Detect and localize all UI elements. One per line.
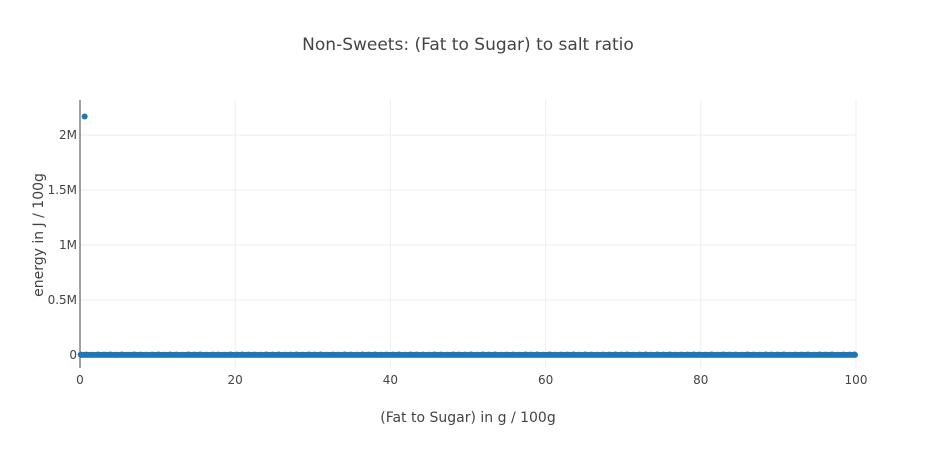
data-point [81,113,88,120]
x-tick-label: 0 [76,373,84,387]
x-tick-label: 100 [845,373,868,387]
x-tick-label: 40 [383,373,398,387]
y-tick-label: 0 [69,348,77,362]
y-axis-title: energy in J / 100g [31,173,47,297]
x-tick-label: 80 [693,373,708,387]
data-points [77,113,858,358]
y-tick-labels: 0 0.5M 1M 1.5M 2M [48,128,77,362]
x-tick-label: 20 [228,373,243,387]
x-gridlines [234,100,857,368]
y-tick-label: 1.5M [48,183,77,197]
x-axis-title: (Fat to Sugar) in g / 100g [380,410,555,426]
y-tick-label: 2M [59,128,77,142]
y-tick-label: 1M [59,238,77,252]
x-tick-label: 60 [538,373,553,387]
y-tick-label: 0.5M [48,293,77,307]
x-tick-labels: 0 20 40 60 80 100 [76,373,867,387]
chart-title: Non-Sweets: (Fat to Sugar) to salt ratio [302,35,634,55]
y-gridlines [80,134,856,301]
data-point [852,351,858,358]
